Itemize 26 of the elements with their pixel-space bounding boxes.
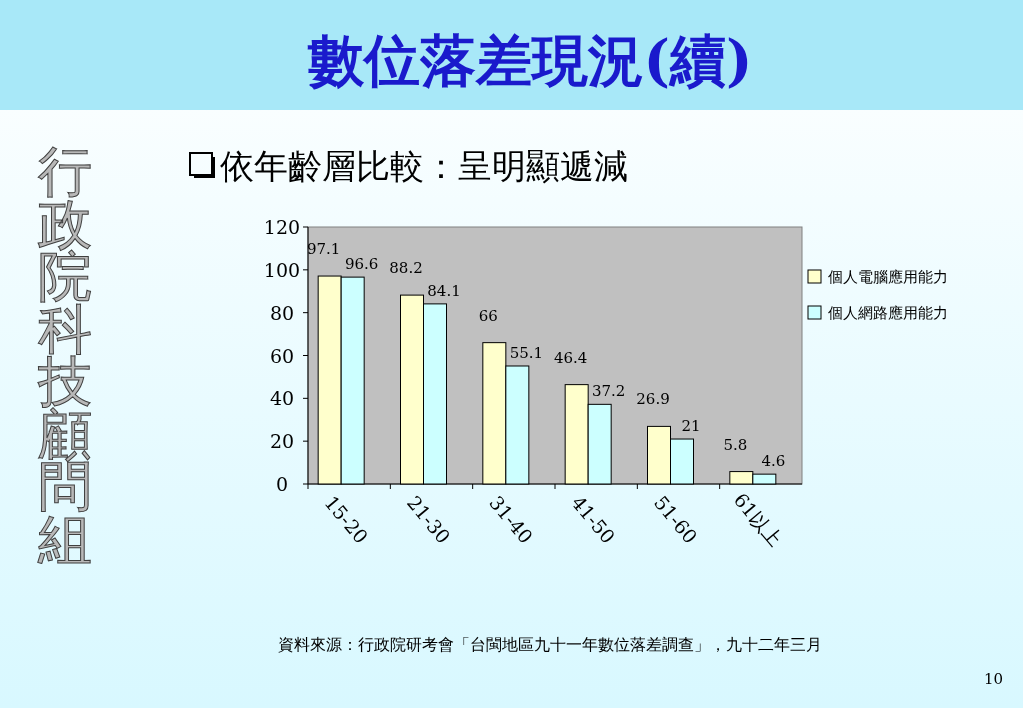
y-tick-label: 40 — [269, 387, 295, 410]
data-label: 84.1 — [427, 281, 461, 300]
data-label: 46.4 — [553, 348, 588, 367]
legend-label: 個人網路應用能力 — [828, 304, 948, 322]
y-tick-label: 120 — [263, 216, 301, 238]
source-note: 資料來源：行政院研考會「台閩地區九十一年數位落差調查」，九十二年三月 — [278, 635, 822, 654]
data-label: 66 — [478, 306, 498, 325]
data-label: 5.8 — [723, 435, 748, 454]
data-label: 26.9 — [636, 390, 670, 409]
y-tick-label: 100 — [263, 258, 301, 281]
data-label: 4.6 — [761, 452, 786, 471]
text: 10 — [983, 670, 1003, 688]
text: 行政院科技顧問組 — [37, 140, 92, 571]
legend-label: 個人電腦應用能力 — [828, 268, 948, 286]
chart-subtitle: 依年齡層比較：呈明顯遞減 — [220, 146, 628, 186]
data-label: 96.6 — [344, 255, 379, 274]
y-tick-label: 60 — [269, 344, 295, 367]
data-label: 55.1 — [509, 343, 544, 362]
data-label: 37.2 — [591, 382, 626, 401]
data-label: 88.2 — [389, 259, 423, 278]
data-label: 21 — [681, 417, 701, 436]
x-tick-label: 61以上 — [729, 488, 787, 551]
title: 數位落差現況(續) — [307, 27, 753, 93]
y-tick-label: 20 — [269, 430, 295, 453]
y-tick-label: 80 — [269, 301, 295, 324]
y-tick-label: 0 — [275, 473, 289, 495]
